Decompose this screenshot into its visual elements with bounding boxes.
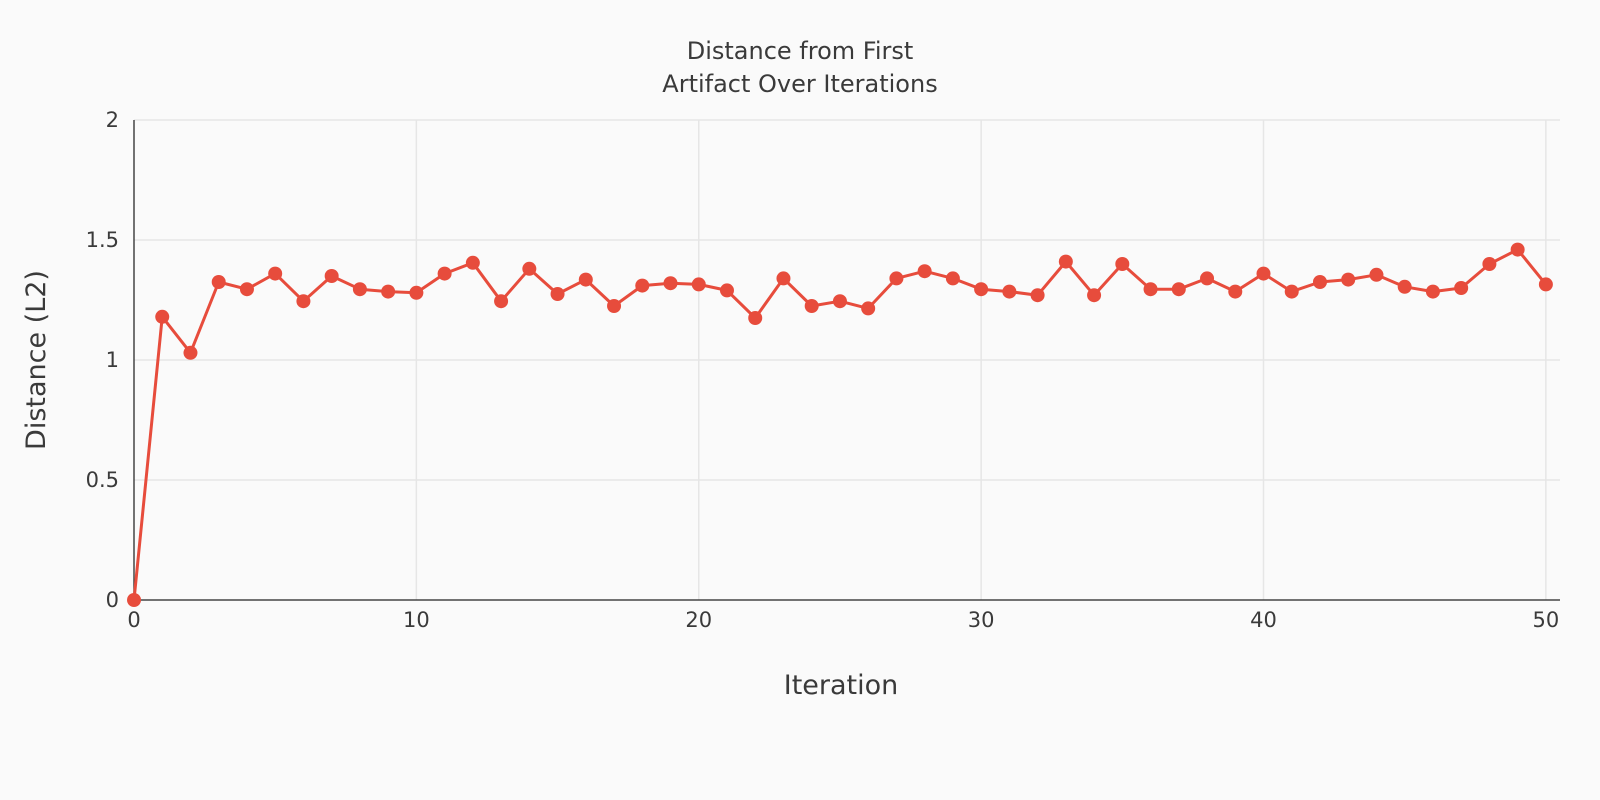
data-point-21 <box>719 283 734 298</box>
data-point-10 <box>409 285 424 300</box>
data-point-15 <box>550 287 565 301</box>
data-point-29 <box>945 271 960 286</box>
data-point-4 <box>239 282 254 297</box>
series-layer <box>127 242 1553 607</box>
data-point-48 <box>1482 257 1497 271</box>
data-point-39 <box>1228 284 1243 299</box>
data-point-28 <box>917 264 932 279</box>
data-point-14 <box>522 261 537 276</box>
x-tick-label-50: 50 <box>1533 608 1560 632</box>
data-point-43 <box>1341 272 1356 287</box>
data-point-27 <box>889 271 904 286</box>
data-point-3 <box>211 275 226 289</box>
x-tick-label-30: 30 <box>968 608 995 632</box>
data-point-44 <box>1369 267 1384 282</box>
data-point-45 <box>1397 279 1412 294</box>
data-point-0 <box>127 593 141 607</box>
data-point-32 <box>1030 288 1045 303</box>
x-tick-label-10: 10 <box>403 608 430 632</box>
y-tick-label-0: 0 <box>106 588 119 612</box>
data-point-11 <box>437 266 452 281</box>
y-axis-title: Distance (L2) <box>21 270 52 450</box>
data-point-34 <box>1087 288 1102 303</box>
tick-labels: 0 10 20 30 40 50 0 0.5 1 1.5 2 <box>86 108 1560 632</box>
x-axis-title: Iteration <box>784 670 899 701</box>
data-point-1 <box>155 309 170 324</box>
data-point-17 <box>607 299 622 313</box>
x-tick-label-0: 0 <box>127 608 140 632</box>
data-point-41 <box>1284 284 1299 299</box>
data-point-18 <box>635 278 650 293</box>
data-point-26 <box>861 301 876 316</box>
data-point-33 <box>1058 254 1073 269</box>
y-tick-label-2: 1 <box>106 348 119 372</box>
data-point-2 <box>183 345 198 360</box>
axes <box>133 120 1560 601</box>
data-point-22 <box>748 311 763 325</box>
data-point-7 <box>324 269 339 283</box>
data-point-47 <box>1454 281 1469 295</box>
data-point-36 <box>1143 282 1158 297</box>
data-point-23 <box>776 271 791 286</box>
data-point-40 <box>1256 266 1271 281</box>
data-point-30 <box>974 282 989 297</box>
data-point-19 <box>663 276 678 291</box>
data-point-49 <box>1510 242 1525 257</box>
chart-title-line-2: Artifact Over Iterations <box>662 70 937 98</box>
data-point-25 <box>832 294 847 309</box>
data-point-6 <box>296 294 311 309</box>
x-tick-label-20: 20 <box>685 608 712 632</box>
data-point-5 <box>268 266 283 281</box>
data-point-35 <box>1115 257 1130 271</box>
data-point-31 <box>1002 284 1017 299</box>
x-tick-label-40: 40 <box>1250 608 1277 632</box>
grid <box>134 119 1560 600</box>
data-point-38 <box>1200 271 1215 286</box>
chart-title-line-1: Distance from First <box>687 37 914 65</box>
data-point-24 <box>804 299 819 313</box>
data-point-8 <box>352 282 367 297</box>
data-point-50 <box>1538 277 1553 292</box>
y-tick-label-1: 0.5 <box>86 468 119 492</box>
data-point-46 <box>1425 284 1440 299</box>
y-tick-label-3: 1.5 <box>86 228 119 252</box>
data-point-9 <box>381 284 396 299</box>
data-point-12 <box>465 255 480 270</box>
y-tick-label-4: 2 <box>106 108 119 132</box>
data-point-13 <box>494 294 509 309</box>
data-point-20 <box>691 277 706 292</box>
data-point-42 <box>1312 275 1327 289</box>
data-point-37 <box>1171 282 1186 297</box>
data-point-16 <box>578 272 593 287</box>
